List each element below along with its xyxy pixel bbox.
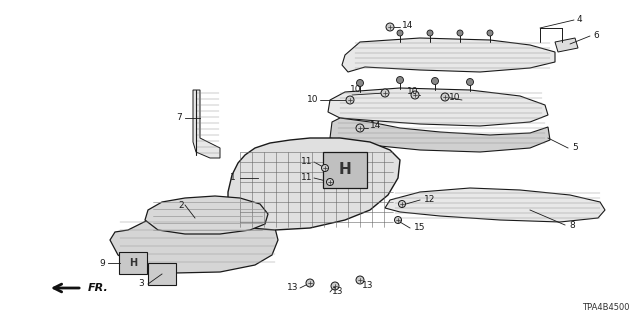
Circle shape xyxy=(326,179,333,186)
Text: 10: 10 xyxy=(350,85,362,94)
Text: 10: 10 xyxy=(307,95,318,105)
Text: 1: 1 xyxy=(230,173,236,182)
Text: 13: 13 xyxy=(362,281,374,290)
Polygon shape xyxy=(110,210,278,273)
Circle shape xyxy=(411,91,419,99)
Circle shape xyxy=(381,89,389,97)
Polygon shape xyxy=(385,188,605,222)
Text: 7: 7 xyxy=(176,114,182,123)
Polygon shape xyxy=(342,38,555,72)
Circle shape xyxy=(487,30,493,36)
Polygon shape xyxy=(330,118,550,152)
Circle shape xyxy=(441,93,449,101)
Text: 10: 10 xyxy=(406,87,418,97)
Circle shape xyxy=(397,30,403,36)
Circle shape xyxy=(467,78,474,85)
Text: 15: 15 xyxy=(414,223,426,233)
Bar xyxy=(119,252,147,274)
Polygon shape xyxy=(193,90,220,158)
Text: FR.: FR. xyxy=(88,283,109,293)
Text: 4: 4 xyxy=(577,15,582,25)
Text: 14: 14 xyxy=(402,20,413,29)
Circle shape xyxy=(321,164,328,172)
Text: H: H xyxy=(129,258,137,268)
Bar xyxy=(323,152,367,188)
Circle shape xyxy=(356,276,364,284)
Circle shape xyxy=(331,282,339,290)
Text: TPA4B4500: TPA4B4500 xyxy=(582,303,630,312)
Circle shape xyxy=(431,77,438,84)
Text: 6: 6 xyxy=(593,31,599,41)
Text: 12: 12 xyxy=(424,196,435,204)
Circle shape xyxy=(306,279,314,287)
Text: 5: 5 xyxy=(572,143,578,153)
Circle shape xyxy=(386,23,394,31)
Text: 9: 9 xyxy=(99,259,105,268)
Polygon shape xyxy=(228,138,400,230)
Circle shape xyxy=(346,96,354,104)
Circle shape xyxy=(356,79,364,86)
Polygon shape xyxy=(328,88,548,126)
Text: H: H xyxy=(339,163,351,178)
Text: 11: 11 xyxy=(301,157,312,166)
Circle shape xyxy=(394,217,401,223)
Text: 14: 14 xyxy=(370,122,381,131)
Text: 13: 13 xyxy=(332,287,344,297)
Bar xyxy=(148,263,176,285)
Text: 13: 13 xyxy=(287,284,298,292)
Circle shape xyxy=(356,124,364,132)
Circle shape xyxy=(397,76,403,84)
Text: 11: 11 xyxy=(301,172,312,181)
Polygon shape xyxy=(555,38,578,52)
Text: 3: 3 xyxy=(138,279,144,289)
Circle shape xyxy=(457,30,463,36)
Circle shape xyxy=(399,201,406,207)
Text: 2: 2 xyxy=(178,201,184,210)
Circle shape xyxy=(427,30,433,36)
Polygon shape xyxy=(145,196,268,234)
Text: 8: 8 xyxy=(569,220,575,229)
Text: 10: 10 xyxy=(449,93,460,102)
